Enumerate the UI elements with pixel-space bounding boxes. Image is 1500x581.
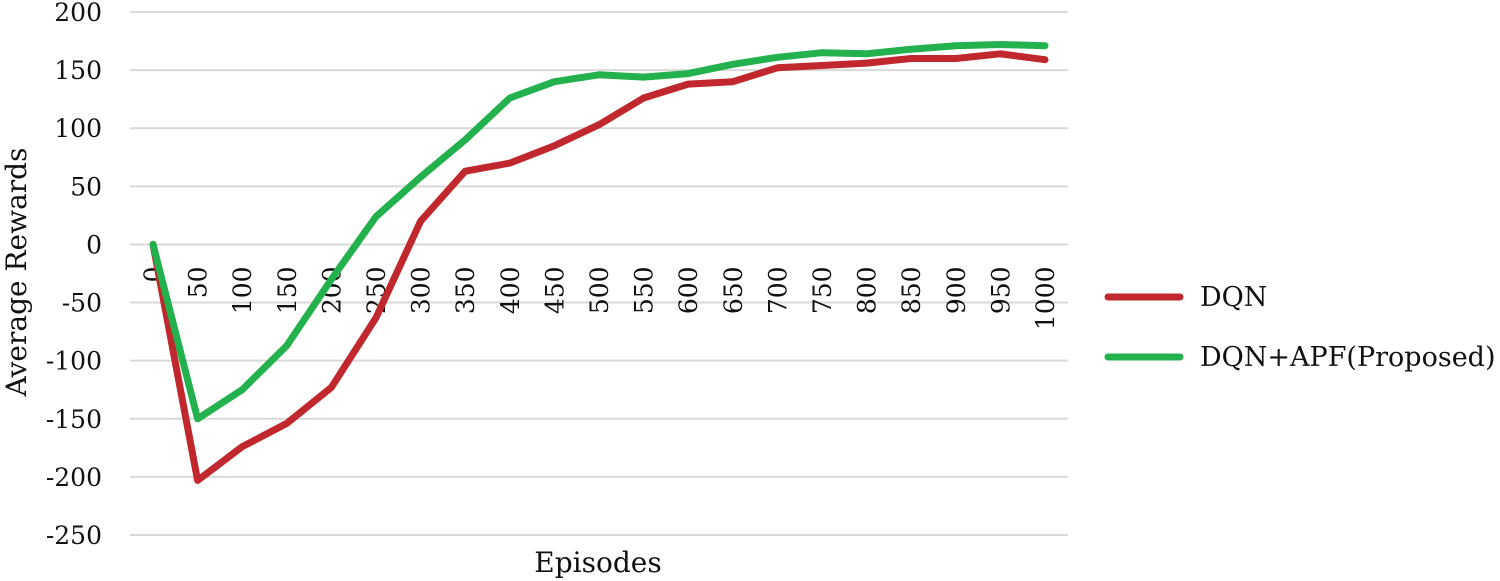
x-axis-ticks: 0 50 100 150 200 250 300 350 400 450 500 550 600 650 7… bbox=[139, 266, 1060, 330]
x-tick-label: 550 bbox=[630, 266, 659, 314]
x-tick-label: 150 bbox=[273, 266, 302, 314]
x-tick-label: 750 bbox=[808, 266, 837, 314]
x-tick-label: 700 bbox=[763, 266, 792, 314]
y-tick-label: -200 bbox=[46, 463, 102, 492]
y-axis-title: Average Rewards bbox=[0, 148, 33, 398]
gridlines bbox=[130, 11, 1068, 536]
x-tick-label: 600 bbox=[674, 266, 703, 314]
legend-label-dqn: DQN bbox=[1200, 282, 1267, 313]
y-tick-label: -150 bbox=[46, 405, 102, 434]
series-lines bbox=[149, 41, 1049, 484]
series-line-dqn bbox=[149, 50, 1049, 484]
y-tick-label: 200 bbox=[54, 0, 102, 27]
x-tick-label: 500 bbox=[585, 266, 614, 314]
y-tick-label: 50 bbox=[70, 172, 102, 201]
x-tick-label: 100 bbox=[228, 266, 257, 314]
series-line-dqn-apf bbox=[149, 41, 1049, 423]
x-tick-label: 400 bbox=[496, 266, 525, 314]
x-axis-title: Episodes bbox=[534, 546, 661, 579]
y-tick-label: -250 bbox=[46, 521, 102, 550]
legend-label-dqn-apf: DQN+APF(Proposed) bbox=[1200, 342, 1495, 373]
y-axis-ticks: -250 -200 -150 -100 -50 0 50 100 150 200 bbox=[46, 0, 102, 550]
legend-entry-dqn-apf: DQN+APF(Proposed) bbox=[1104, 342, 1495, 373]
y-tick-label: -50 bbox=[62, 289, 102, 318]
legend: DQN DQN+APF(Proposed) bbox=[1104, 282, 1495, 373]
x-tick-label: 300 bbox=[407, 266, 436, 314]
x-tick-label: 50 bbox=[184, 266, 213, 298]
y-tick-label: 0 bbox=[86, 230, 102, 259]
y-tick-label: 100 bbox=[54, 114, 102, 143]
x-tick-label: 850 bbox=[897, 266, 926, 314]
legend-entry-dqn: DQN bbox=[1104, 282, 1267, 313]
x-tick-label: 1000 bbox=[1031, 266, 1060, 330]
x-tick-label: 350 bbox=[451, 266, 480, 314]
x-tick-label: 800 bbox=[853, 266, 882, 314]
x-tick-label: 650 bbox=[719, 266, 748, 314]
x-tick-label: 900 bbox=[942, 266, 971, 314]
x-tick-label: 950 bbox=[986, 266, 1015, 314]
y-tick-label: 150 bbox=[54, 56, 102, 85]
y-tick-label: -100 bbox=[46, 347, 102, 376]
x-tick-label: 450 bbox=[540, 266, 569, 314]
